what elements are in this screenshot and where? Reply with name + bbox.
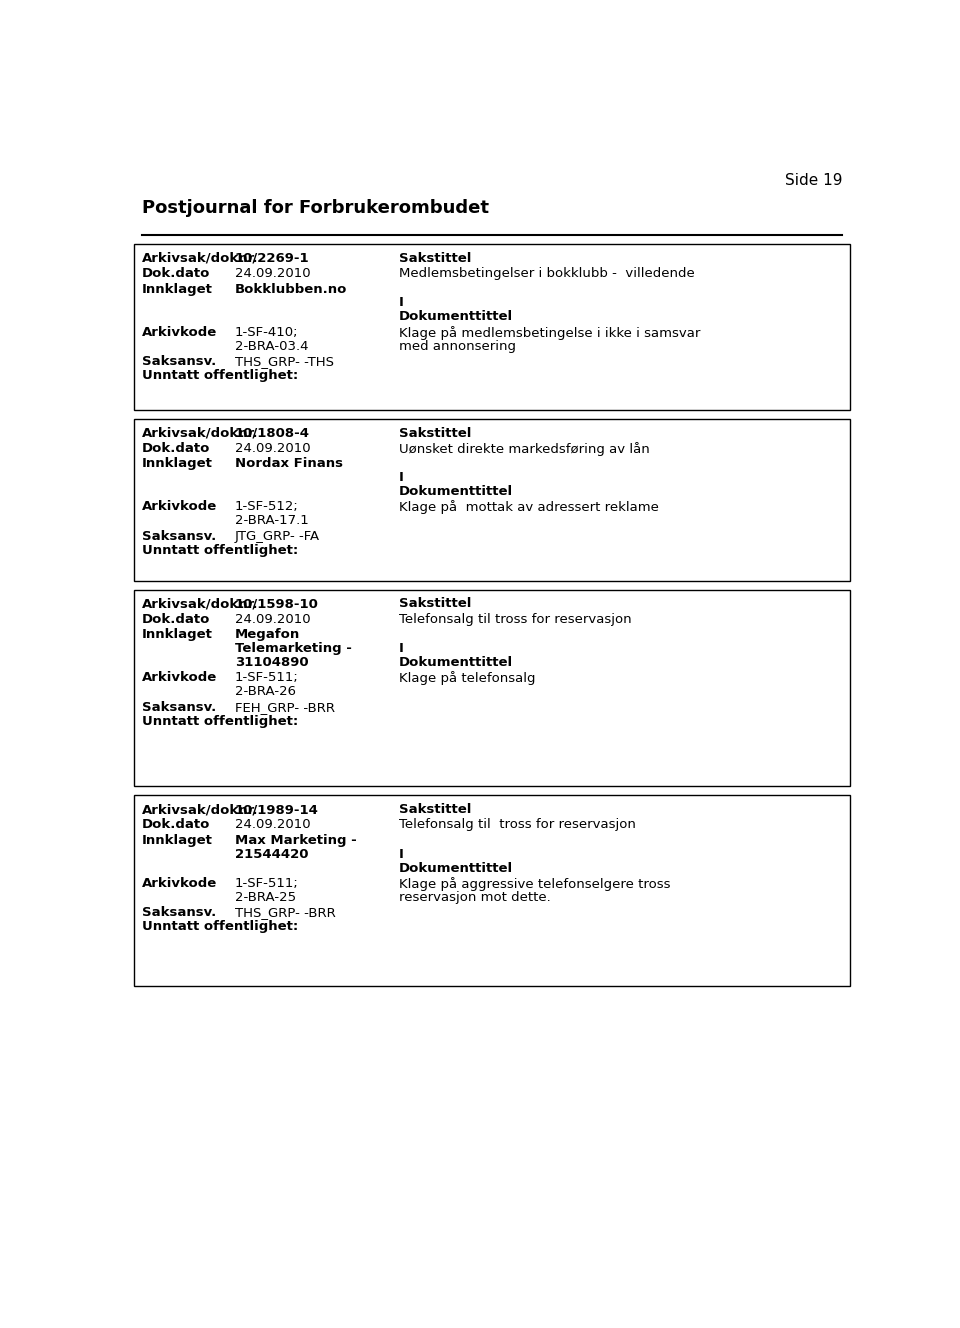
Text: 31104890: 31104890 xyxy=(234,656,308,669)
Text: Postjournal for Forbrukerombudet: Postjournal for Forbrukerombudet xyxy=(142,199,489,218)
Text: Arkivsak/doknr.: Arkivsak/doknr. xyxy=(142,426,258,440)
Text: 10/2269-1: 10/2269-1 xyxy=(234,252,309,264)
Text: Sakstittel: Sakstittel xyxy=(399,252,471,264)
Text: Dok.dato: Dok.dato xyxy=(142,267,210,280)
Text: Klage på telefonsalg: Klage på telefonsalg xyxy=(399,672,536,685)
Text: Medlemsbetingelser i bokklubb -  villedende: Medlemsbetingelser i bokklubb - villeden… xyxy=(399,267,695,280)
Text: Saksansv.: Saksansv. xyxy=(142,355,216,368)
Text: 2-BRA-03.4: 2-BRA-03.4 xyxy=(234,340,308,352)
Text: Sakstittel: Sakstittel xyxy=(399,426,471,440)
Text: 24.09.2010: 24.09.2010 xyxy=(234,442,310,456)
Text: Klage på medlemsbetingelse i ikke i samsvar: Klage på medlemsbetingelse i ikke i sams… xyxy=(399,325,701,340)
Text: I: I xyxy=(399,643,404,655)
Text: Max Marketing -: Max Marketing - xyxy=(234,834,356,847)
Text: 10/1989-14: 10/1989-14 xyxy=(234,803,319,817)
Text: Innklaget: Innklaget xyxy=(142,457,212,470)
Text: Side 19: Side 19 xyxy=(785,173,842,189)
Text: Unntatt offentlighet:: Unntatt offentlighet: xyxy=(142,714,298,728)
Text: THS_GRP- -BRR: THS_GRP- -BRR xyxy=(234,906,335,919)
Text: 24.09.2010: 24.09.2010 xyxy=(234,614,310,625)
FancyBboxPatch shape xyxy=(134,590,850,786)
Text: I: I xyxy=(399,296,404,309)
Text: Dok.dato: Dok.dato xyxy=(142,614,210,625)
FancyBboxPatch shape xyxy=(134,795,850,987)
Text: 2-BRA-17.1: 2-BRA-17.1 xyxy=(234,514,308,527)
Text: Innklaget: Innklaget xyxy=(142,283,212,296)
Text: med annonsering: med annonsering xyxy=(399,340,516,352)
FancyBboxPatch shape xyxy=(134,418,850,580)
Text: 21544420: 21544420 xyxy=(234,847,308,861)
Text: 1-SF-512;: 1-SF-512; xyxy=(234,501,299,514)
Text: Telemarketing -: Telemarketing - xyxy=(234,643,351,655)
Text: Sakstittel: Sakstittel xyxy=(399,598,471,611)
Text: Arkivkode: Arkivkode xyxy=(142,672,217,684)
Text: Bokklubben.no: Bokklubben.no xyxy=(234,283,348,296)
Text: Dokumenttittel: Dokumenttittel xyxy=(399,311,514,323)
Text: Arkivkode: Arkivkode xyxy=(142,876,217,890)
Text: Arkivkode: Arkivkode xyxy=(142,325,217,339)
Text: reservasjon mot dette.: reservasjon mot dette. xyxy=(399,891,551,904)
Text: Saksansv.: Saksansv. xyxy=(142,906,216,919)
Text: Uønsket direkte markedsføring av lån: Uønsket direkte markedsføring av lån xyxy=(399,442,650,456)
Text: Unntatt offentlighet:: Unntatt offentlighet: xyxy=(142,920,298,934)
Text: Klage på  mottak av adressert reklame: Klage på mottak av adressert reklame xyxy=(399,501,659,514)
Text: I: I xyxy=(399,471,404,485)
Text: 10/1808-4: 10/1808-4 xyxy=(234,426,310,440)
Text: 10/1598-10: 10/1598-10 xyxy=(234,598,319,611)
Text: Sakstittel: Sakstittel xyxy=(399,803,471,817)
Text: Saksansv.: Saksansv. xyxy=(142,530,216,543)
Text: Arkivsak/doknr.: Arkivsak/doknr. xyxy=(142,598,258,611)
Text: Innklaget: Innklaget xyxy=(142,834,212,847)
Text: Arkivsak/doknr.: Arkivsak/doknr. xyxy=(142,803,258,817)
Text: JTG_GRP- -FA: JTG_GRP- -FA xyxy=(234,530,320,543)
Text: 1-SF-511;: 1-SF-511; xyxy=(234,876,299,890)
Text: FEH_GRP- -BRR: FEH_GRP- -BRR xyxy=(234,701,335,713)
Text: 1-SF-511;: 1-SF-511; xyxy=(234,672,299,684)
Text: Saksansv.: Saksansv. xyxy=(142,701,216,713)
Text: Arkivsak/doknr.: Arkivsak/doknr. xyxy=(142,252,258,264)
Text: I: I xyxy=(399,847,404,861)
Text: Nordax Finans: Nordax Finans xyxy=(234,457,343,470)
Text: Dok.dato: Dok.dato xyxy=(142,818,210,831)
Text: Arkivkode: Arkivkode xyxy=(142,501,217,514)
Text: Dokumenttittel: Dokumenttittel xyxy=(399,485,514,498)
Text: 2-BRA-25: 2-BRA-25 xyxy=(234,891,296,904)
Text: Unntatt offentlighet:: Unntatt offentlighet: xyxy=(142,543,298,556)
Text: THS_GRP- -THS: THS_GRP- -THS xyxy=(234,355,334,368)
Text: Telefonsalg til tross for reservasjon: Telefonsalg til tross for reservasjon xyxy=(399,614,632,625)
Text: 24.09.2010: 24.09.2010 xyxy=(234,818,310,831)
Text: Megafon: Megafon xyxy=(234,628,300,641)
Text: Innklaget: Innklaget xyxy=(142,628,212,641)
Text: Dok.dato: Dok.dato xyxy=(142,442,210,456)
Text: Telefonsalg til  tross for reservasjon: Telefonsalg til tross for reservasjon xyxy=(399,818,636,831)
Text: Dokumenttittel: Dokumenttittel xyxy=(399,656,514,669)
Text: 2-BRA-26: 2-BRA-26 xyxy=(234,685,296,699)
Text: Dokumenttittel: Dokumenttittel xyxy=(399,862,514,875)
Text: Unntatt offentlighet:: Unntatt offentlighet: xyxy=(142,369,298,382)
Text: Klage på aggressive telefonselgere tross: Klage på aggressive telefonselgere tross xyxy=(399,876,670,891)
Text: 24.09.2010: 24.09.2010 xyxy=(234,267,310,280)
Text: 1-SF-410;: 1-SF-410; xyxy=(234,325,299,339)
FancyBboxPatch shape xyxy=(134,244,850,409)
